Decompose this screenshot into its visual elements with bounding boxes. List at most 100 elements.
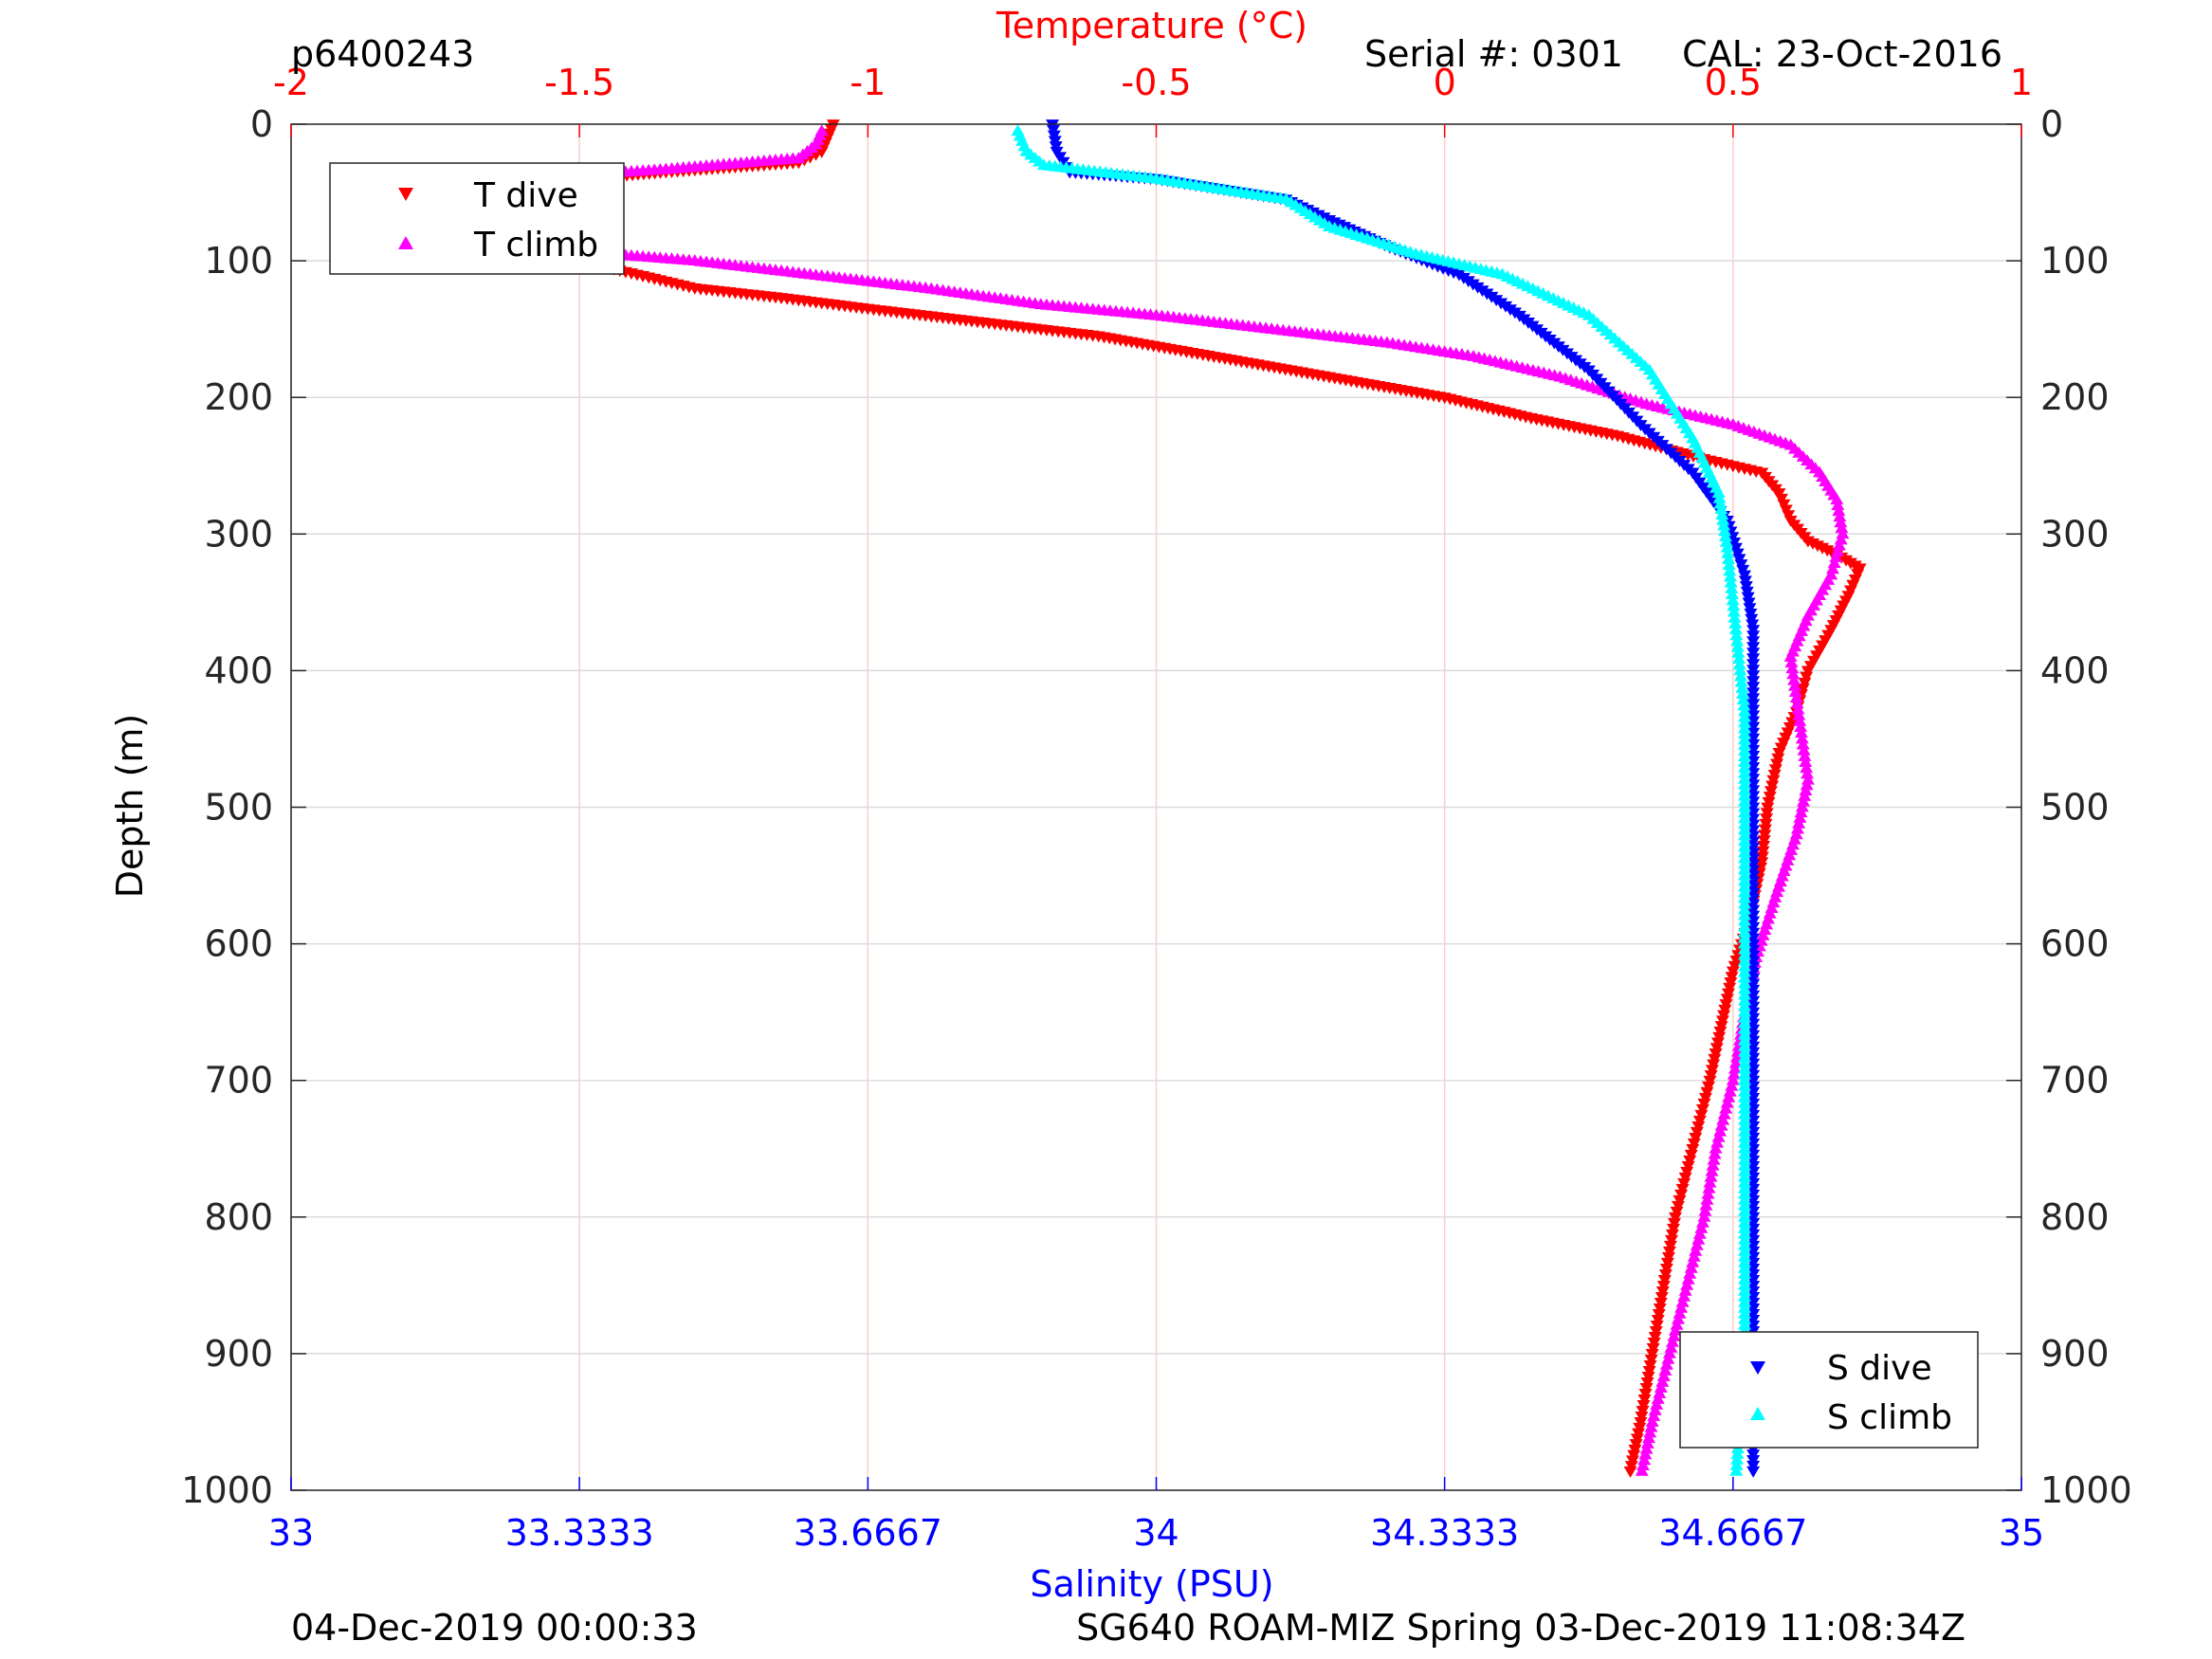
depth-tick-label-left: 300 <box>204 513 273 555</box>
data-point <box>1645 1349 1659 1360</box>
data-point <box>1738 1295 1751 1307</box>
data-point <box>1659 1358 1673 1370</box>
data-point <box>1719 1102 1733 1114</box>
data-point <box>1730 640 1745 652</box>
data-point <box>1686 1255 1700 1267</box>
data-point <box>1701 1081 1715 1093</box>
data-point <box>1713 497 1728 509</box>
data-point <box>1738 994 1751 1006</box>
data-point <box>1639 1383 1654 1395</box>
data-point <box>1724 570 1738 582</box>
data-point <box>1729 1464 1744 1476</box>
data-point <box>1672 1312 1686 1324</box>
data-point <box>1831 544 1845 556</box>
data-point <box>1746 716 1761 728</box>
data-point <box>1642 1366 1656 1377</box>
data-point <box>1648 1331 1662 1343</box>
data-point <box>1738 1204 1751 1216</box>
data-point <box>1712 491 1727 503</box>
data-point <box>1738 1124 1751 1137</box>
data-point <box>1727 599 1741 611</box>
data-point <box>1738 908 1751 921</box>
figure-id-label: p6400243 <box>291 33 474 75</box>
data-point <box>1654 1297 1668 1309</box>
data-point <box>1827 556 1841 569</box>
data-point <box>1729 1458 1744 1470</box>
depth-tick-label-left: 900 <box>204 1333 273 1375</box>
data-point <box>1699 1198 1713 1211</box>
temperature-tick-label: -0.5 <box>1121 62 1191 103</box>
series-layer <box>434 119 1867 1478</box>
data-point <box>1738 806 1751 818</box>
data-point <box>1641 1372 1655 1383</box>
data-point <box>1738 1107 1751 1120</box>
data-point <box>1798 677 1812 689</box>
data-point <box>1738 937 1751 949</box>
data-point <box>1711 1130 1726 1142</box>
data-point <box>1738 988 1751 1000</box>
data-point <box>1738 1306 1751 1319</box>
data-point <box>1640 1377 1654 1389</box>
data-point <box>1736 687 1750 700</box>
data-point <box>1790 697 1804 709</box>
salinity-tick-label: 35 <box>1999 1512 2044 1554</box>
data-point <box>1738 1312 1751 1324</box>
data-point <box>1738 1198 1751 1211</box>
data-point <box>1738 1249 1751 1262</box>
data-point <box>1738 1210 1751 1222</box>
data-point <box>1794 806 1808 818</box>
legend-marker-t-dive <box>398 188 413 201</box>
data-point <box>1694 1221 1709 1233</box>
data-point <box>1732 658 1746 670</box>
data-point <box>1738 1284 1751 1296</box>
data-point <box>1738 1050 1751 1063</box>
legend-label-t-climb: T climb <box>473 226 598 264</box>
data-point <box>1687 1249 1701 1262</box>
data-point <box>1714 1119 1728 1131</box>
data-point <box>1732 652 1746 664</box>
data-point <box>1725 588 1739 600</box>
data-point <box>1715 508 1729 520</box>
data-point <box>1738 1147 1751 1159</box>
data-point <box>1738 920 1751 932</box>
data-point <box>1670 1318 1684 1330</box>
data-point <box>1680 1278 1694 1290</box>
data-point <box>1690 1126 1704 1139</box>
data-point <box>1738 1102 1751 1114</box>
depth-tick-label-right: 800 <box>2040 1196 2110 1238</box>
data-point <box>1653 1303 1667 1315</box>
data-point <box>1738 976 1751 989</box>
series-s-dive <box>1046 119 1761 1478</box>
data-point <box>1657 1274 1672 1286</box>
data-point <box>1636 1400 1651 1412</box>
data-point <box>1789 691 1803 703</box>
data-point <box>1831 499 1845 511</box>
data-point <box>1738 982 1751 994</box>
data-point <box>1716 1113 1730 1125</box>
data-point <box>1746 665 1761 677</box>
data-point <box>1658 1268 1673 1281</box>
data-point <box>1645 1414 1659 1427</box>
data-point <box>1834 516 1848 528</box>
data-point <box>1737 699 1751 711</box>
data-point <box>1667 1329 1681 1341</box>
data-point <box>1701 1187 1715 1199</box>
data-point <box>1832 504 1846 517</box>
data-point <box>1718 524 1732 537</box>
data-point <box>1792 708 1806 720</box>
depth-tick-label-right: 100 <box>2040 240 2110 282</box>
data-point <box>1738 1011 1751 1023</box>
data-point <box>1728 1056 1743 1068</box>
data-point <box>1738 1232 1751 1245</box>
data-point <box>1694 1109 1709 1121</box>
data-point <box>1738 1085 1751 1097</box>
data-point <box>1738 1272 1751 1285</box>
data-point <box>1746 738 1761 751</box>
data-point <box>1738 1079 1751 1091</box>
data-point <box>1711 486 1726 498</box>
temperature-tick-label: 0.5 <box>1705 62 1762 103</box>
data-point <box>1738 1170 1751 1182</box>
data-point <box>1677 1177 1691 1190</box>
data-point <box>1738 817 1751 830</box>
data-point <box>1738 874 1751 886</box>
